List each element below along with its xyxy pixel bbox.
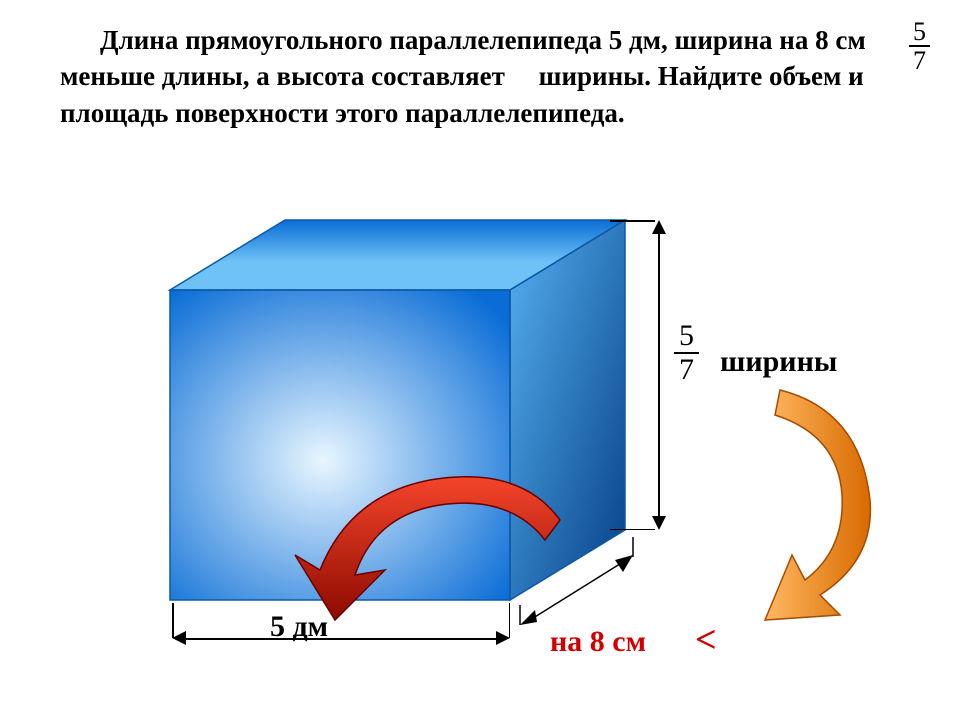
height-fraction-den: 7 (674, 354, 699, 386)
orange-arrow-path (765, 390, 870, 620)
dim-height-arrow-down-icon (652, 516, 666, 530)
dim-height-line (658, 230, 660, 520)
fraction-den: 7 (909, 47, 930, 74)
red-curved-arrow-icon (290, 460, 610, 660)
fraction-top-right: 5 7 (909, 18, 930, 75)
problem-text: Длина прямоугольного параллелепипеда 5 д… (60, 22, 900, 131)
dim-length-arrow-left-icon (172, 631, 186, 645)
width-less-than-icon: < (695, 618, 717, 662)
diagram-scene: 5 7 ширины на 8 см < 5 дм (140, 200, 840, 670)
fraction-num: 5 (909, 18, 930, 47)
orange-curved-arrow-icon (730, 380, 910, 660)
dim-height-arrow-up-icon (652, 220, 666, 234)
height-word: ширины (720, 345, 837, 379)
red-arrow-path (295, 477, 560, 620)
dim-height-ext-top (610, 220, 655, 222)
dim-width-arrow2-icon (615, 555, 633, 572)
height-fraction: 5 7 (674, 320, 699, 385)
dim-height-ext-bot (610, 529, 655, 531)
height-fraction-num: 5 (674, 320, 699, 354)
